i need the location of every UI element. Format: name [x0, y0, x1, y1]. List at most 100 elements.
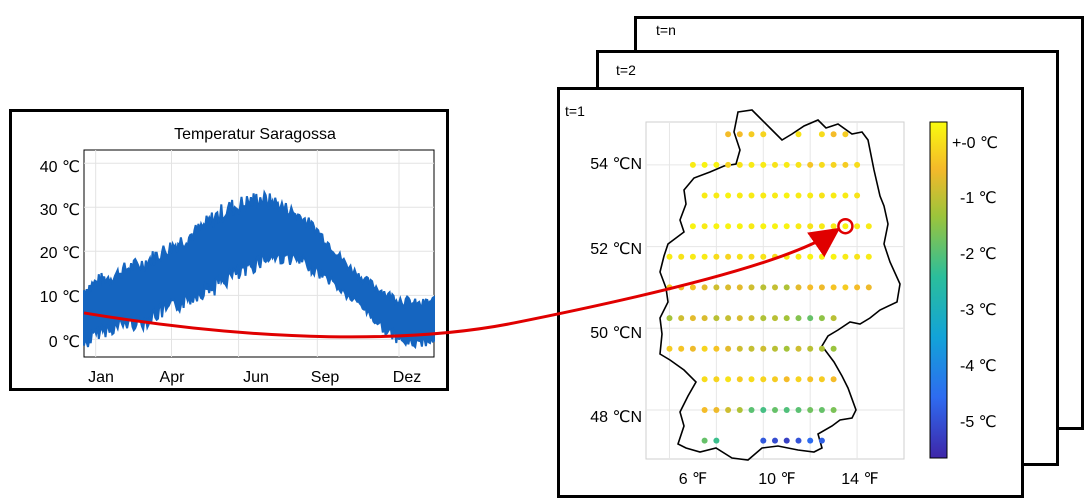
- colorbar-ticks: +-0 ℃ -1 ℃ -2 ℃ -3 ℃ -4 ℃ -5 ℃: [952, 135, 998, 431]
- y-axis-ticks: 0 ℃ 10 ℃ 20 ℃ 30 ℃ 40 ℃: [40, 159, 80, 351]
- grid-point: [689, 223, 696, 230]
- colorbar-tick-label: +-0 ℃: [952, 135, 998, 152]
- grid-point: [713, 407, 720, 413]
- frame-label-t-n: t=n: [656, 22, 676, 38]
- grid-point: [713, 192, 720, 199]
- x-axis-ticks: Jan Apr Jun Sep Dez: [88, 369, 421, 386]
- grid-point: [795, 315, 802, 322]
- grid-point: [736, 131, 743, 138]
- grid-point: [807, 376, 814, 383]
- grid-point: [772, 284, 778, 291]
- grid-point: [842, 284, 849, 291]
- grid-point: [725, 161, 732, 168]
- grid-point: [854, 223, 861, 230]
- map-plot-area: [645, 121, 905, 460]
- grid-point: [748, 407, 755, 413]
- grid-point: [842, 131, 849, 138]
- lat-tick-label: 50 ℃N: [590, 325, 642, 342]
- grid-point: [748, 376, 755, 383]
- grid-point: [818, 315, 825, 322]
- grid-point: [666, 253, 673, 260]
- grid-point: [689, 253, 696, 260]
- grid-point: [748, 315, 755, 322]
- grid-point: [830, 223, 837, 230]
- grid-point: [760, 345, 767, 352]
- grid-point: [772, 407, 778, 413]
- grid-point: [736, 345, 743, 352]
- grid-point: [725, 223, 732, 230]
- grid-point: [795, 253, 802, 260]
- grid-point: [760, 253, 767, 260]
- grid-point: [701, 253, 708, 260]
- grid-point: [865, 223, 872, 230]
- grid-point: [760, 407, 767, 413]
- grid-point: [783, 192, 790, 199]
- grid-point: [701, 284, 708, 291]
- grid-point: [678, 345, 685, 352]
- grid-point: [666, 315, 673, 322]
- grid-point: [772, 345, 778, 352]
- grid-point: [783, 437, 790, 444]
- grid-point: [818, 192, 825, 199]
- grid-point: [760, 437, 767, 444]
- y-tick-label: 10 ℃: [40, 289, 80, 306]
- grid-point: [725, 407, 732, 413]
- grid-point: [795, 223, 802, 230]
- grid-point: [842, 253, 849, 260]
- grid-point: [725, 253, 732, 260]
- map-y-ticks: 54 ℃N 52 ℃N 50 ℃N 48 ℃N: [590, 156, 642, 426]
- grid-point: [807, 223, 814, 230]
- grid-point: [795, 376, 802, 383]
- grid-point: [818, 253, 825, 260]
- grid-point: [830, 407, 837, 413]
- grid-point: [713, 376, 720, 383]
- grid-point: [748, 345, 755, 352]
- grid-point: [725, 345, 732, 352]
- colorbar-tick-label: -5 ℃: [960, 414, 997, 431]
- grid-point: [783, 284, 790, 291]
- lon-tick-label: 14 ℉: [841, 471, 878, 488]
- grid-point: [713, 253, 720, 260]
- grid-point: [772, 161, 778, 168]
- grid-point: [748, 284, 755, 291]
- grid-point: [830, 345, 837, 352]
- grid-point: [701, 161, 708, 168]
- grid-point: [830, 376, 837, 383]
- grid-point: [842, 161, 849, 168]
- grid-point: [666, 345, 673, 352]
- grid-point: [713, 345, 720, 352]
- grid-point: [736, 376, 743, 383]
- grid-point: [760, 376, 767, 383]
- grid-point: [795, 131, 802, 138]
- x-tick-label: Jun: [243, 369, 269, 386]
- grid-point: [760, 284, 767, 291]
- grid-point: [689, 284, 696, 291]
- grid-point: [725, 376, 732, 383]
- grid-point: [854, 192, 861, 199]
- temperature-series: [83, 189, 435, 350]
- grid-point: [818, 407, 825, 413]
- grid-point: [783, 161, 790, 168]
- grid-point: [807, 192, 814, 199]
- grid-point: [818, 131, 825, 138]
- grid-point: [772, 437, 778, 444]
- grid-point: [713, 284, 720, 291]
- lat-tick-label: 52 ℃N: [590, 241, 642, 258]
- grid-point: [807, 253, 814, 260]
- grid-point: [842, 192, 849, 199]
- x-tick-label: Apr: [160, 369, 186, 386]
- frame-label-t-1: t=1: [565, 103, 585, 119]
- grid-point: [854, 284, 861, 291]
- grid-point: [748, 192, 755, 199]
- temperature-grid-points: [666, 131, 872, 444]
- grid-point: [772, 192, 778, 199]
- grid-point: [713, 223, 720, 230]
- grid-point: [807, 161, 814, 168]
- lon-tick-label: 6 ℉: [679, 471, 708, 488]
- grid-point: [842, 223, 849, 230]
- y-tick-label: 0 ℃: [49, 334, 80, 351]
- grid-point: [760, 315, 767, 322]
- grid-point: [736, 192, 743, 199]
- grid-point: [854, 253, 861, 260]
